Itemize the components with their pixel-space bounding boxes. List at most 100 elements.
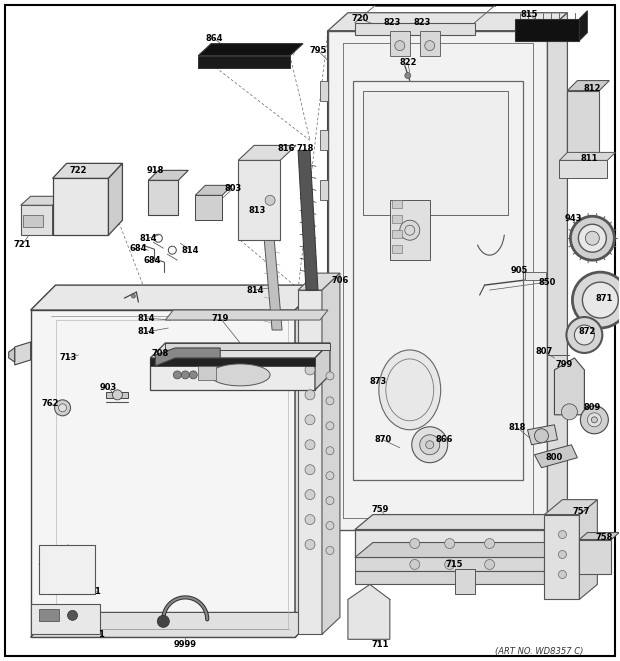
Circle shape	[181, 371, 189, 379]
Polygon shape	[355, 529, 544, 557]
Circle shape	[326, 372, 334, 380]
Circle shape	[405, 73, 411, 79]
Circle shape	[562, 404, 577, 420]
Polygon shape	[328, 13, 567, 30]
Polygon shape	[53, 178, 108, 235]
Circle shape	[425, 40, 435, 51]
Circle shape	[326, 522, 334, 529]
Circle shape	[585, 231, 600, 245]
Polygon shape	[580, 11, 587, 40]
Circle shape	[58, 404, 66, 412]
Polygon shape	[320, 81, 328, 100]
Text: 814: 814	[246, 286, 264, 295]
Text: 809: 809	[584, 403, 601, 412]
Circle shape	[559, 551, 567, 559]
Bar	[151, 358, 315, 366]
Text: 1: 1	[94, 587, 99, 596]
Text: 721: 721	[14, 240, 32, 249]
Text: 803: 803	[224, 184, 242, 193]
Polygon shape	[30, 285, 320, 310]
Bar	[454, 570, 475, 594]
Bar	[355, 22, 475, 34]
Polygon shape	[559, 161, 608, 178]
Text: 866: 866	[436, 435, 453, 444]
Text: 1: 1	[99, 630, 104, 639]
Text: 814: 814	[138, 313, 155, 323]
Polygon shape	[355, 572, 544, 584]
Text: 816: 816	[277, 144, 294, 153]
Polygon shape	[9, 348, 15, 362]
Text: 918: 918	[147, 166, 164, 175]
Bar	[392, 215, 402, 223]
Polygon shape	[315, 343, 330, 390]
Polygon shape	[580, 500, 597, 600]
Polygon shape	[320, 180, 328, 200]
Text: 684: 684	[144, 256, 161, 264]
Circle shape	[567, 317, 603, 353]
Text: 708: 708	[152, 350, 169, 358]
Circle shape	[55, 400, 71, 416]
Text: 684: 684	[130, 244, 147, 253]
Circle shape	[485, 539, 495, 549]
Polygon shape	[348, 584, 390, 639]
Text: 9999: 9999	[174, 640, 197, 649]
Polygon shape	[559, 153, 615, 161]
Circle shape	[305, 365, 315, 375]
Text: 943: 943	[565, 214, 582, 223]
Circle shape	[591, 417, 597, 423]
Polygon shape	[20, 196, 63, 206]
Text: 815: 815	[521, 10, 538, 19]
Polygon shape	[53, 196, 63, 235]
Text: 799: 799	[556, 360, 573, 369]
Text: 715: 715	[446, 560, 463, 569]
Polygon shape	[298, 151, 318, 290]
Circle shape	[326, 547, 334, 555]
Polygon shape	[328, 30, 547, 529]
Polygon shape	[195, 195, 222, 220]
Circle shape	[305, 539, 315, 549]
Bar	[198, 56, 290, 67]
Text: 872: 872	[578, 327, 596, 336]
Circle shape	[305, 415, 315, 425]
Circle shape	[326, 472, 334, 480]
Text: 814: 814	[140, 234, 157, 243]
Text: 905: 905	[511, 266, 528, 274]
Circle shape	[326, 447, 334, 455]
Polygon shape	[30, 612, 320, 637]
Polygon shape	[53, 163, 122, 178]
Text: 718: 718	[296, 144, 314, 153]
Text: (ART NO. WD8357 C): (ART NO. WD8357 C)	[495, 646, 583, 656]
Text: 814: 814	[182, 246, 199, 254]
Polygon shape	[108, 163, 122, 235]
Text: 864: 864	[205, 34, 223, 43]
Polygon shape	[580, 533, 619, 539]
Polygon shape	[355, 557, 544, 572]
Polygon shape	[295, 285, 320, 637]
Text: 719: 719	[211, 313, 229, 323]
Circle shape	[420, 435, 440, 455]
Circle shape	[305, 440, 315, 449]
Circle shape	[305, 514, 315, 525]
Circle shape	[305, 490, 315, 500]
Bar	[38, 609, 58, 621]
Circle shape	[412, 427, 448, 463]
Polygon shape	[515, 19, 580, 40]
Bar	[392, 200, 402, 208]
Circle shape	[559, 531, 567, 539]
Polygon shape	[148, 180, 179, 215]
Text: 811: 811	[580, 154, 598, 163]
Circle shape	[189, 371, 197, 379]
Text: 713: 713	[60, 354, 78, 362]
Polygon shape	[166, 310, 328, 320]
Text: 822: 822	[399, 58, 417, 67]
Polygon shape	[198, 44, 303, 56]
Circle shape	[587, 413, 601, 427]
Circle shape	[157, 615, 169, 627]
Polygon shape	[390, 30, 410, 56]
Circle shape	[400, 220, 420, 240]
Text: 823: 823	[413, 19, 430, 27]
Polygon shape	[363, 91, 508, 215]
Bar	[392, 245, 402, 253]
Polygon shape	[30, 604, 100, 635]
Polygon shape	[148, 171, 188, 180]
